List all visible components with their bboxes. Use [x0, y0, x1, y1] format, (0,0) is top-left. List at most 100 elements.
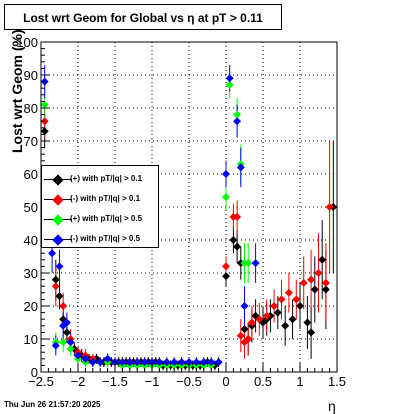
x-tick-label: −0.5	[176, 374, 202, 389]
x-tick-label: 0.5	[254, 374, 272, 389]
data-point-s0	[307, 328, 316, 337]
data-point-s0	[303, 318, 312, 327]
data-point-s1	[321, 278, 330, 287]
data-point-s1	[59, 302, 68, 310]
data-point-s2	[244, 259, 253, 268]
legend-label-1: (-) with pT/|q| > 0.1	[70, 194, 141, 203]
data-point-s0	[51, 275, 60, 284]
data-point-s1	[236, 331, 245, 340]
data-point-s0	[318, 255, 327, 264]
data-point-s2	[225, 80, 234, 89]
data-point-s2	[222, 193, 230, 202]
y-tick-label: 40	[24, 233, 38, 248]
data-point-s3	[66, 338, 75, 347]
data-point-s3	[222, 170, 230, 178]
data-point-s0	[310, 285, 319, 294]
data-point-s1	[247, 318, 256, 327]
data-point-s3	[225, 74, 234, 83]
x-tick-label: −2.5	[28, 374, 54, 389]
data-point-s3	[81, 354, 90, 363]
y-tick-label: 90	[24, 68, 38, 83]
y-tick-label: 10	[24, 332, 38, 347]
data-point-s0	[240, 325, 249, 334]
y-tick-label: 0	[31, 365, 38, 380]
x-tick-label: −1	[145, 374, 160, 389]
data-point-s1	[233, 212, 242, 221]
y-tick-label: 100	[16, 35, 38, 50]
data-point-s1	[270, 302, 279, 310]
data-point-s0	[233, 242, 242, 251]
legend-label-0: (+) with pT/|q| > 0.1	[70, 174, 143, 183]
data-point-s3	[240, 302, 249, 310]
data-point-s3	[148, 358, 156, 367]
data-point-s3	[214, 358, 223, 367]
legend-entry-1: (-) with pT/|q| > 0.1	[42, 191, 158, 211]
data-point-s3	[177, 358, 186, 367]
data-point-s0	[229, 236, 238, 244]
data-point-s2	[66, 344, 75, 353]
data-point-s0	[296, 302, 304, 310]
legend-entry-3: (-) with pT/|q| > 0.5	[42, 231, 158, 251]
data-point-s3	[74, 351, 82, 360]
data-point-s3	[162, 358, 171, 367]
x-tick-label: 1	[296, 374, 303, 389]
legend-entry-0: (+) with pT/|q| > 0.1	[42, 171, 158, 191]
data-point-s1	[222, 262, 230, 271]
data-point-s3	[133, 358, 142, 367]
legend-entry-2: (+) with pT/|q| > 0.5	[42, 211, 158, 231]
legend-marker-0	[52, 174, 64, 186]
data-point-s3	[140, 358, 149, 367]
data-point-s3	[207, 358, 216, 367]
data-point-s0	[273, 308, 282, 317]
y-tick-label: 70	[24, 134, 38, 149]
data-point-s0	[62, 328, 71, 337]
data-point-s3	[62, 318, 71, 327]
y-tick-label: 20	[24, 299, 38, 314]
legend-marker-1	[52, 194, 64, 206]
data-point-s0	[288, 315, 297, 324]
x-tick-label: −2	[71, 374, 86, 389]
data-point-s1	[262, 311, 271, 320]
x-axis-label: η	[328, 398, 336, 414]
data-point-s3	[170, 358, 179, 367]
data-point-s2	[40, 100, 49, 109]
y-axis-label: Lost wrt Geom (%)	[9, 29, 25, 153]
data-point-s0	[55, 292, 64, 301]
data-point-s3	[233, 117, 242, 126]
markers-layer	[40, 74, 338, 370]
data-point-s3	[118, 358, 127, 367]
data-point-s3	[185, 358, 193, 367]
chart-title: Lost wrt Geom for Global vs η at pT > 0.…	[23, 11, 263, 25]
legend-marker-3	[52, 234, 64, 246]
y-tick-label: 30	[24, 266, 38, 281]
legend: (+) with pT/|q| > 0.1 (-) with pT/|q| > …	[41, 165, 159, 248]
data-point-s1	[314, 269, 323, 277]
data-point-s3	[103, 354, 112, 363]
data-point-s3	[96, 358, 105, 367]
y-tick-label: 80	[24, 101, 38, 116]
data-point-s1	[51, 282, 60, 291]
x-tick-label: 0	[222, 374, 229, 389]
data-point-s3	[236, 163, 245, 172]
data-point-s1	[292, 295, 301, 304]
data-point-s1	[307, 275, 316, 284]
data-point-s3	[55, 262, 64, 271]
legend-label-3: (-) with pT/|q| > 0.5	[70, 234, 141, 243]
data-point-s3	[251, 259, 260, 268]
data-point-s3	[88, 358, 97, 367]
data-point-s3	[199, 358, 208, 367]
ticks-layer: −2.5 −2 −1.5 −1 −0.5 0 0.5 1 1.5 0 10 20 30 40 50 60 70 8…	[16, 35, 346, 389]
x-tick-label: −1.5	[102, 374, 128, 389]
data-point-s1	[244, 335, 253, 343]
data-point-s3	[51, 341, 60, 350]
data-point-s3	[192, 358, 201, 367]
data-point-s3	[111, 358, 119, 367]
y-tick-label: 50	[24, 200, 38, 215]
data-point-s2	[233, 110, 242, 119]
datestamp: Thu Jun 26 21:57:20 2025	[4, 400, 101, 409]
legend-label-2: (+) with pT/|q| > 0.5	[70, 214, 143, 223]
y-tick-label: 60	[24, 167, 38, 182]
legend-marker-2	[52, 214, 64, 226]
data-point-s0	[222, 272, 230, 281]
